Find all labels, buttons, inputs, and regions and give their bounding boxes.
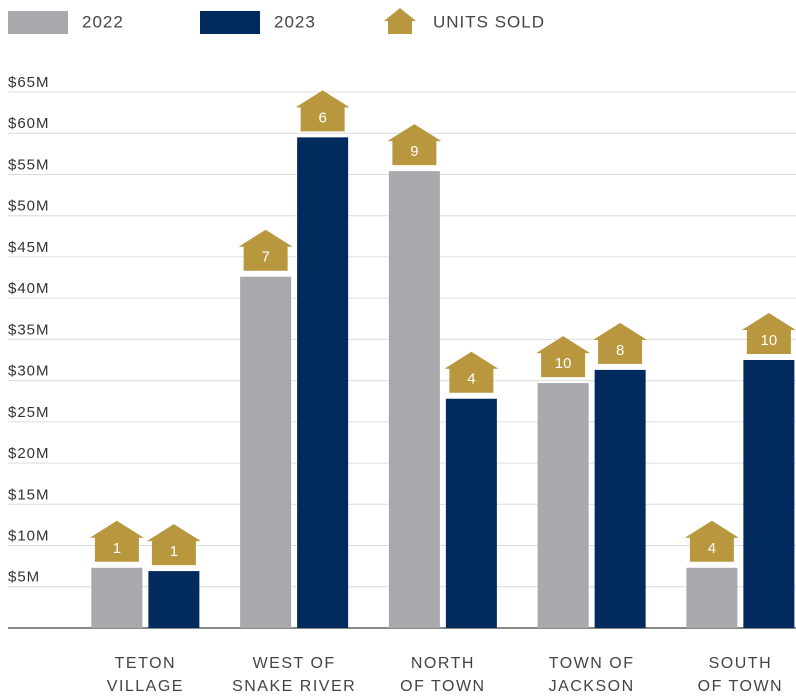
- legend-label: 2022: [82, 12, 124, 31]
- units-icon: [444, 351, 499, 393]
- y-tick-label: $60M: [8, 115, 50, 132]
- x-tick-label: VILLAGE: [107, 678, 184, 695]
- units-icon: [146, 524, 201, 566]
- units-icon: [295, 90, 350, 132]
- units-label: 10: [761, 332, 778, 349]
- units-icon: [593, 322, 648, 364]
- units-icon: [238, 229, 293, 271]
- y-tick-label: $35M: [8, 321, 50, 338]
- y-tick-label: $10M: [8, 528, 50, 545]
- x-tick-label: WEST OF: [253, 655, 336, 672]
- units-label: 7: [261, 249, 269, 266]
- y-tick-label: $55M: [8, 156, 50, 173]
- x-tick-label: TOWN OF: [549, 655, 635, 672]
- bar: [594, 369, 646, 628]
- bar: [148, 571, 200, 628]
- y-tick-label: $20M: [8, 445, 50, 462]
- x-tick-label: OF TOWN: [698, 678, 783, 695]
- x-tick-label: TETON: [115, 655, 176, 672]
- bar: [91, 567, 143, 628]
- x-tick-label: OF TOWN: [400, 678, 485, 695]
- units-icon: [387, 124, 442, 166]
- units-icon: [89, 520, 144, 562]
- units-label: 6: [318, 109, 326, 126]
- x-tick-label: SNAKE RIVER: [232, 678, 356, 695]
- units-label: 8: [616, 342, 624, 359]
- legend-icon: [384, 8, 416, 34]
- x-tick-label: JACKSON: [549, 678, 635, 695]
- legend-label: 2023: [274, 12, 316, 31]
- bar: [743, 360, 795, 628]
- units-label: 10: [555, 355, 572, 372]
- bar: [297, 137, 349, 628]
- y-tick-label: $65M: [8, 74, 50, 91]
- y-tick-label: $15M: [8, 486, 50, 503]
- bar: [537, 383, 589, 628]
- units-icon: [536, 336, 591, 378]
- y-tick-label: $45M: [8, 239, 50, 256]
- units-icon: [684, 520, 739, 562]
- x-tick-label: SOUTH: [709, 655, 773, 672]
- bar: [686, 567, 738, 628]
- units-label: 1: [170, 543, 178, 560]
- legend-swatch: [200, 11, 260, 34]
- y-tick-label: $30M: [8, 363, 50, 380]
- units-label: 4: [708, 540, 716, 557]
- x-tick-label: NORTH: [411, 655, 475, 672]
- y-tick-label: $25M: [8, 404, 50, 421]
- units-label: 1: [113, 540, 121, 557]
- units-label: 9: [410, 143, 418, 160]
- bar: [240, 276, 292, 628]
- y-tick-label: $5M: [8, 569, 40, 586]
- y-tick-label: $50M: [8, 198, 50, 215]
- legend-swatch: [8, 11, 68, 34]
- units-label: 4: [467, 371, 475, 388]
- bar: [388, 171, 440, 628]
- legend-label: UNITS SOLD: [433, 12, 545, 31]
- units-icon: [741, 313, 796, 354]
- bar: [445, 398, 497, 628]
- y-tick-label: $40M: [8, 280, 50, 297]
